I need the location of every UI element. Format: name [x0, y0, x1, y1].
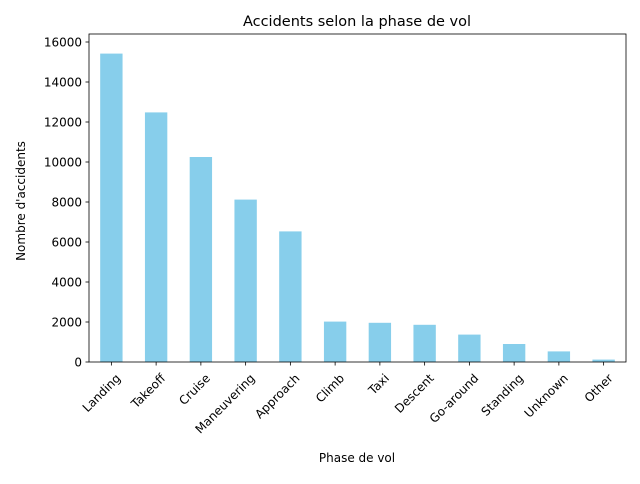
- bar-cruise: [189, 157, 213, 362]
- x-tick-label: Takeoff: [128, 371, 169, 412]
- y-tick-label: 16000: [44, 36, 82, 50]
- y-tick-label: 10000: [44, 156, 82, 170]
- x-tick-label: Descent: [392, 371, 437, 416]
- x-tick-label: Standing: [478, 371, 526, 419]
- bar-maneuvering: [234, 199, 257, 362]
- x-tick-label: Taxi: [365, 371, 392, 398]
- bar-other: [592, 359, 615, 362]
- bar-climb: [323, 321, 347, 362]
- bar-takeoff: [144, 112, 168, 363]
- x-tick-label: Cruise: [176, 371, 213, 408]
- x-axis-label: Phase de vol: [319, 451, 395, 465]
- y-tick-label: 8000: [51, 196, 82, 210]
- y-tick-label: 4000: [51, 276, 82, 290]
- x-tick-label: Other: [582, 371, 616, 405]
- x-tick-label: Approach: [252, 371, 302, 421]
- bar-go-around: [458, 334, 481, 362]
- y-tick-label: 0: [74, 356, 82, 370]
- plot-frame: [88, 33, 627, 363]
- x-tick-label: Landing: [80, 371, 124, 415]
- chart-title: Accidents selon la phase de vol: [243, 14, 471, 30]
- bar-standing: [502, 344, 526, 362]
- bar-landing: [100, 53, 123, 362]
- bars-group: [100, 53, 615, 363]
- y-axis-label: Nombre d'accidents: [14, 141, 28, 261]
- x-tick-label: Climb: [313, 371, 347, 405]
- bar-taxi: [368, 322, 392, 362]
- y-axis-ticks: 0 2000 4000 6000 8000 10000 12000 14000 16000: [44, 36, 89, 370]
- bar-approach: [279, 231, 302, 362]
- bar-unknown: [547, 351, 571, 362]
- y-tick-label: 14000: [44, 76, 82, 90]
- x-tick-label: Unknown: [522, 371, 571, 420]
- y-tick-label: 2000: [51, 316, 82, 330]
- y-tick-label: 6000: [51, 236, 82, 250]
- y-tick-label: 12000: [44, 116, 82, 130]
- bar-descent: [413, 324, 436, 362]
